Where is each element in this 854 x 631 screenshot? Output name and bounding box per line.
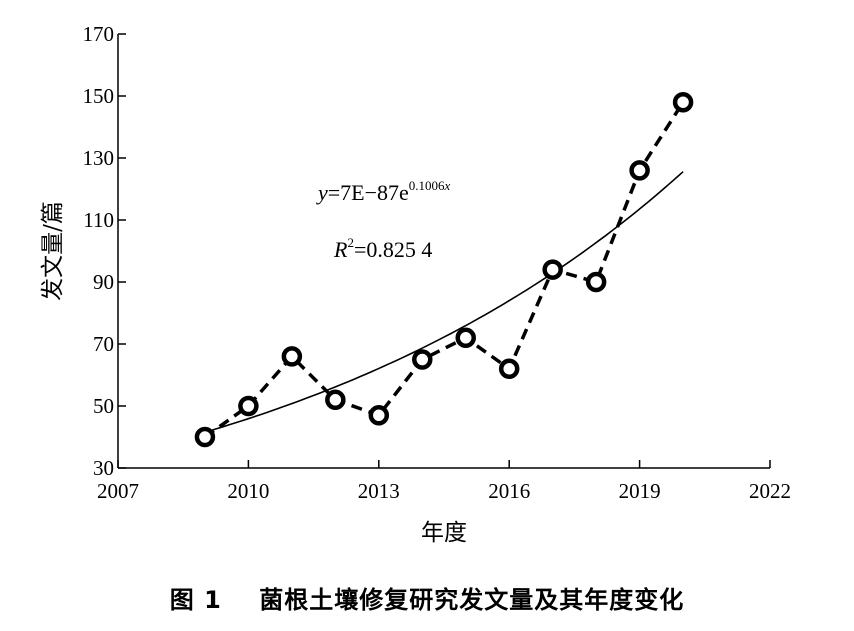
data-point [368,405,390,426]
data-point [455,327,476,349]
equation-exponent: 0.1006 [409,178,445,193]
x-tick-label: 2019 [619,479,661,503]
data-point [412,349,433,370]
x-tick-label: 2007 [97,479,139,503]
data-point [498,358,520,380]
y-axis-title: 发文量/篇 [40,201,66,301]
x-tick-label: 2022 [749,479,791,503]
equation-label: y=7E−87e0.1006x [316,178,451,205]
data-point [629,160,650,181]
equation-exponent-var: x [444,178,451,193]
r2-prefix: R [333,237,348,262]
y-tick-label: 70 [93,332,114,356]
data-point [238,395,259,417]
y-tick-label: 50 [93,394,114,418]
y-tick-label: 170 [83,22,115,46]
y-tick-label: 150 [83,84,115,108]
y-tick-label: 130 [83,146,115,170]
x-tick-label: 2016 [488,479,530,503]
equation-body: =7E−87e [328,180,409,205]
data-point [194,426,216,448]
data-line [203,101,685,439]
data-point [585,271,607,293]
y-tick-label: 110 [83,208,114,232]
trendline-group [204,171,684,434]
data-point [281,346,303,367]
figure-caption: 图 1 菌根土壤修复研究发文量及其年度变化 [0,580,854,615]
r-squared-label: R2=0.825 4 [333,235,432,262]
caption-text: 菌根土壤修复研究发文量及其年度变化 [259,586,685,614]
data-point [542,259,563,280]
y-tick-label: 90 [93,270,114,294]
labels-group: 30 50 70 90 110 130 150 170 2007 2010 2013 2016 2019… [40,22,791,546]
x-axis-title: 年度 [421,520,467,546]
data-point [672,91,694,113]
chart: 30 50 70 90 110 130 150 170 2007 2010 2013 2016 2019… [40,22,791,546]
y-tick-label: 30 [93,456,114,480]
r2-sup: 2 [347,235,354,250]
caption-label: 图 1 [169,586,222,614]
data-series-group [194,91,694,448]
x-tick-label: 2010 [227,479,269,503]
r2-value: =0.825 4 [354,237,432,262]
equation-prefix: y [316,180,328,205]
x-tick-label: 2013 [358,479,400,503]
trendline [204,171,684,434]
data-point [325,389,346,411]
axes [117,33,771,469]
